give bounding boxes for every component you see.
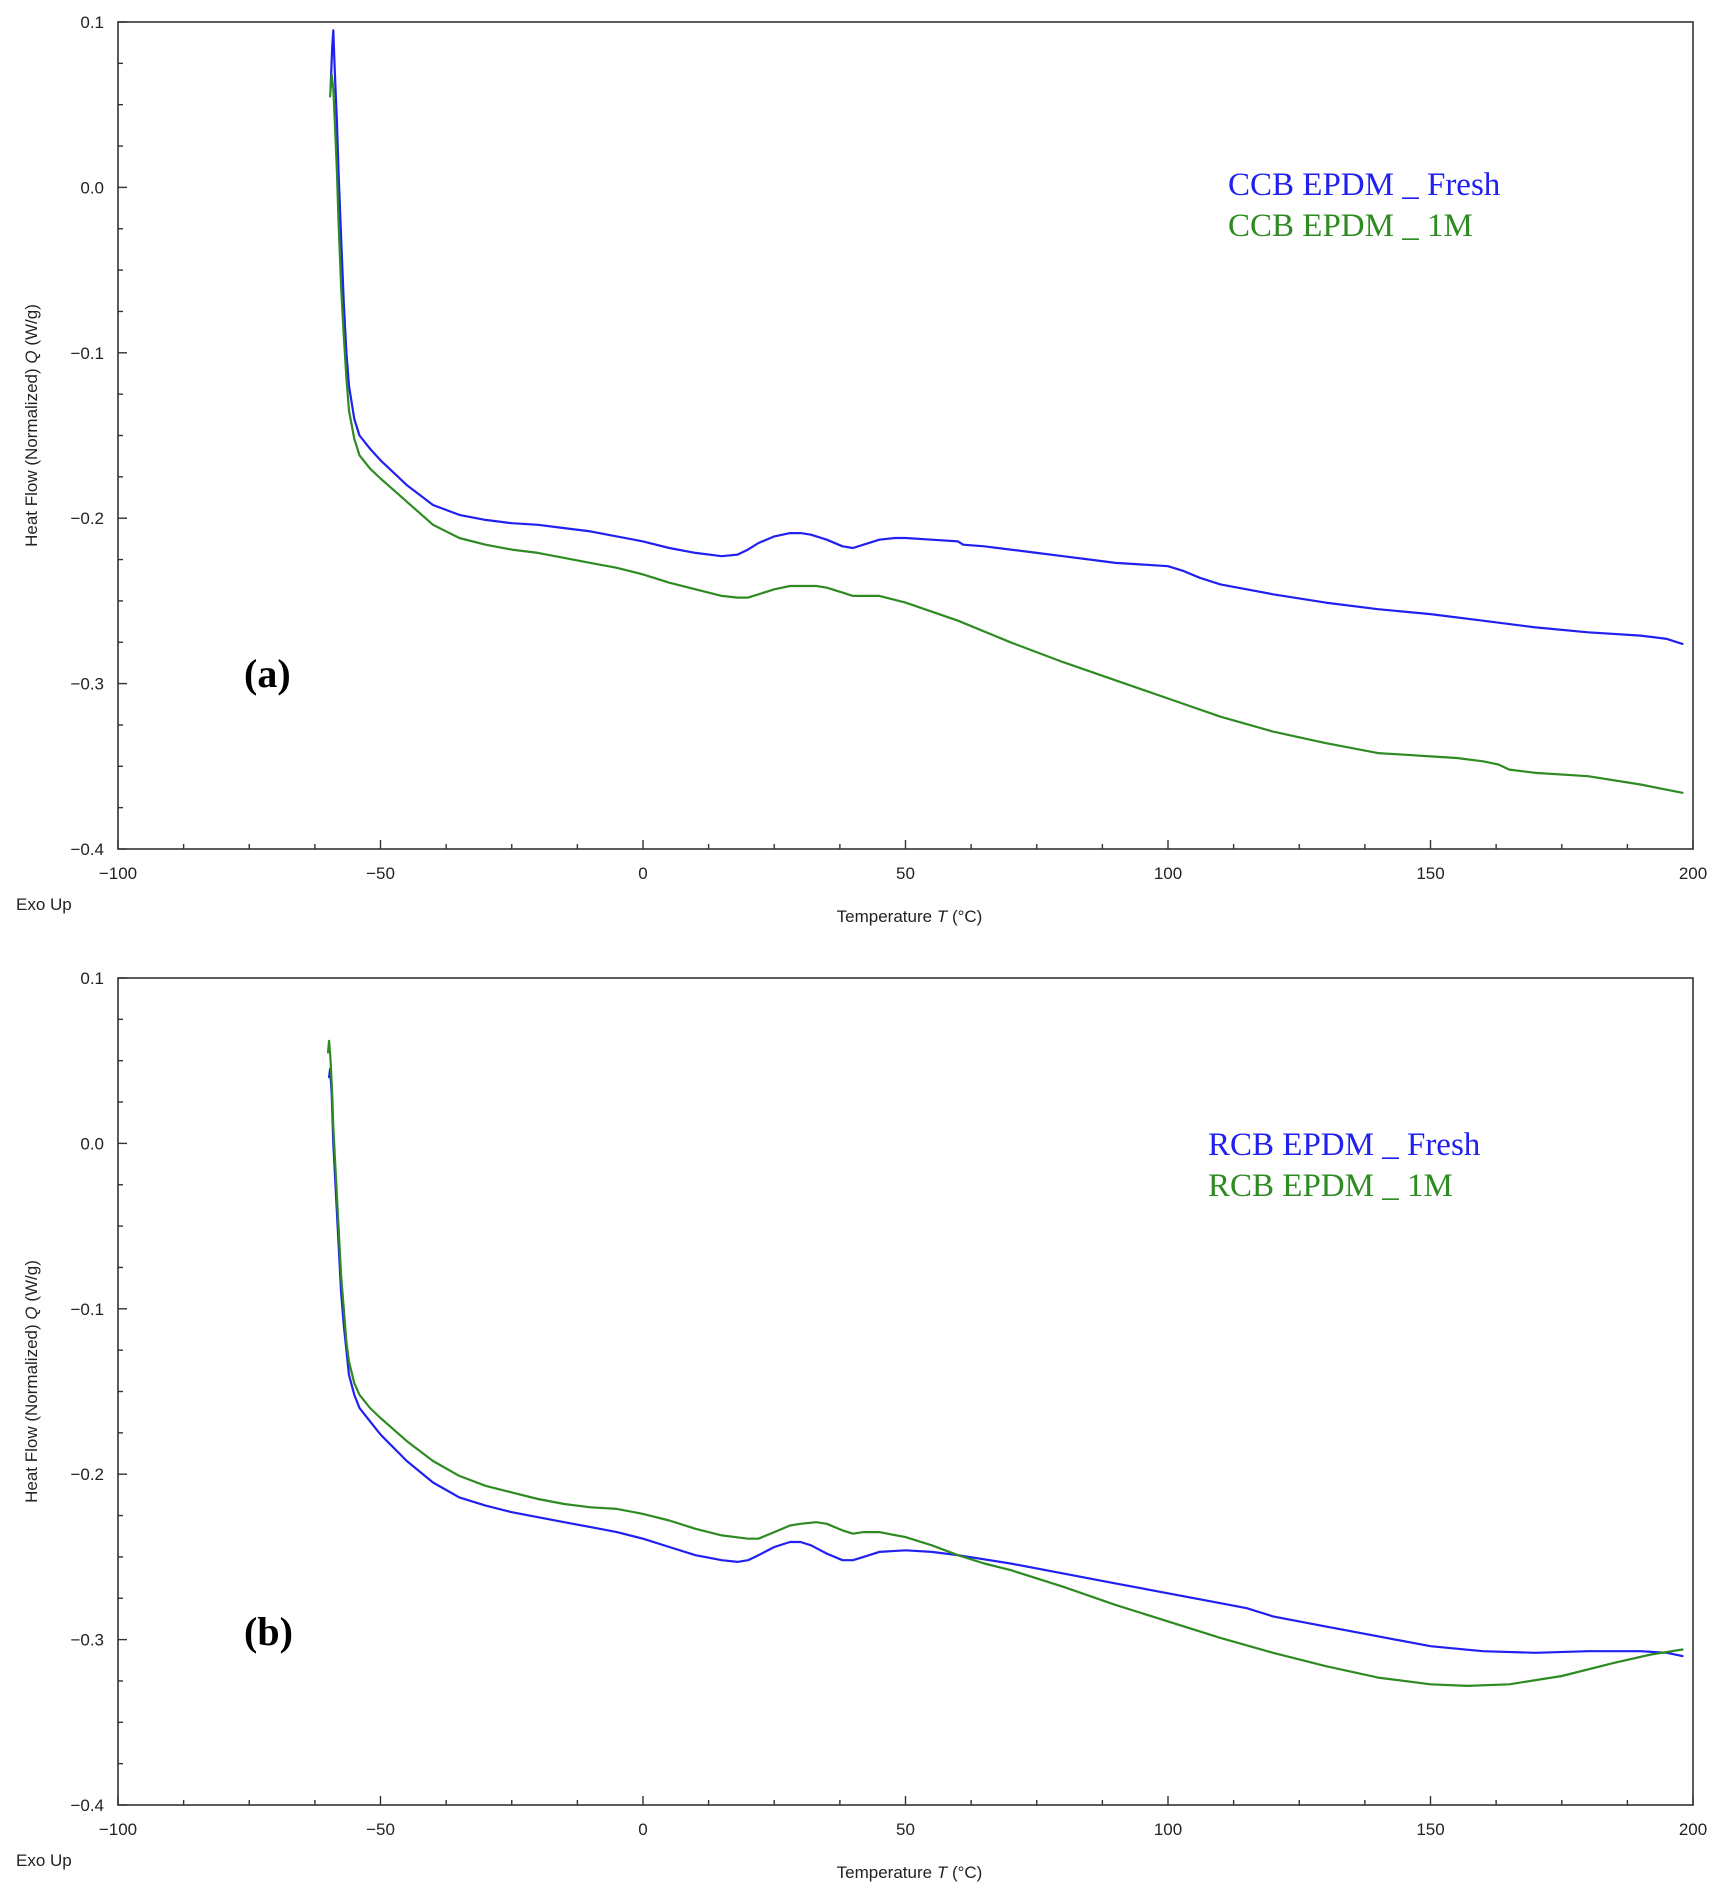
x-tick-labels: −100 −50 0 50 100 150 200	[99, 864, 1707, 883]
y-axis-title: Heat Flow (Normalized) Q (W/g)	[22, 304, 41, 547]
x-tick-label: 100	[1154, 1820, 1182, 1839]
legend-entry-fresh: RCB EPDM _ Fresh	[1208, 1127, 1481, 1163]
x-tick-label: −50	[366, 864, 395, 883]
x-tick-label: −100	[99, 864, 137, 883]
y-tick-label: 0.0	[80, 178, 104, 197]
x-tick-labels: −100 −50 0 50 100 150 200	[99, 1820, 1707, 1839]
y-axis-title-text: Heat Flow (Normalized)	[22, 1324, 41, 1503]
panel-b: −100 −50 0 50 100 150 200 0.1 0.0 −0.1 −…	[16, 969, 1707, 1882]
tick-marks	[117, 21, 1694, 850]
x-tick-label: 150	[1416, 1820, 1444, 1839]
y-axis-title-text: Heat Flow (Normalized)	[22, 368, 41, 547]
y-tick-label: −0.4	[70, 1796, 104, 1815]
panel-label: (a)	[244, 651, 291, 696]
x-tick-label: 100	[1154, 864, 1182, 883]
x-axis-unit: (°C)	[952, 907, 982, 926]
x-axis-symbol: T	[937, 1863, 949, 1882]
y-axis-unit: (W/g)	[22, 304, 41, 346]
y-tick-label: −0.2	[70, 509, 104, 528]
x-axis-title: Temperature T (°C)	[837, 907, 983, 926]
legend-entry-fresh: CCB EPDM _ Fresh	[1228, 167, 1501, 203]
x-axis-title-text: Temperature	[837, 907, 932, 926]
y-axis-symbol: Q	[22, 1306, 41, 1319]
panel-a: −100 −50 0 50 100 150 200 0.1 0.0 −0.1 −…	[16, 13, 1707, 926]
y-axis-unit: (W/g)	[22, 1260, 41, 1302]
exo-up-note: Exo Up	[16, 1851, 72, 1870]
x-tick-label: 0	[638, 1820, 647, 1839]
exo-up-note: Exo Up	[16, 895, 72, 914]
x-tick-label: 50	[896, 864, 915, 883]
y-tick-label: 0.0	[80, 1134, 104, 1153]
series-line-fresh	[328, 1067, 1684, 1658]
y-tick-label: −0.2	[70, 1465, 104, 1484]
legend-entry-1m: RCB EPDM _ 1M	[1208, 1168, 1453, 1204]
y-tick-label: −0.4	[70, 840, 104, 859]
x-tick-label: 50	[896, 1820, 915, 1839]
x-axis-title: Temperature T (°C)	[837, 1863, 983, 1882]
panel-label: (b)	[244, 1609, 293, 1654]
series-line-1m	[326, 1039, 1684, 1688]
series-line-1m	[329, 73, 1684, 794]
tick-marks	[117, 977, 1694, 1806]
y-tick-labels: 0.1 0.0 −0.1 −0.2 −0.3 −0.4	[70, 13, 104, 859]
x-tick-label: 200	[1679, 1820, 1707, 1839]
y-tick-label: −0.1	[70, 1300, 104, 1319]
x-tick-label: 150	[1416, 864, 1444, 883]
x-axis-unit: (°C)	[952, 1863, 982, 1882]
y-tick-label: 0.1	[80, 969, 104, 988]
x-tick-label: −100	[99, 1820, 137, 1839]
x-axis-title-text: Temperature	[837, 1863, 932, 1882]
series-line-fresh	[329, 29, 1684, 646]
y-tick-label: −0.3	[70, 1631, 104, 1650]
x-tick-label: −50	[366, 1820, 395, 1839]
series-lines	[329, 29, 1684, 794]
legend-entry-1m: CCB EPDM _ 1M	[1228, 208, 1473, 244]
x-tick-label: 200	[1679, 864, 1707, 883]
y-axis-symbol: Q	[22, 350, 41, 363]
y-axis-title: Heat Flow (Normalized) Q (W/g)	[22, 1260, 41, 1503]
y-tick-labels: 0.1 0.0 −0.1 −0.2 −0.3 −0.4	[70, 969, 104, 1815]
y-tick-label: −0.3	[70, 675, 104, 694]
series-lines	[326, 1039, 1684, 1688]
y-tick-label: 0.1	[80, 13, 104, 32]
y-tick-label: −0.1	[70, 344, 104, 363]
x-tick-label: 0	[638, 864, 647, 883]
x-axis-symbol: T	[937, 907, 949, 926]
